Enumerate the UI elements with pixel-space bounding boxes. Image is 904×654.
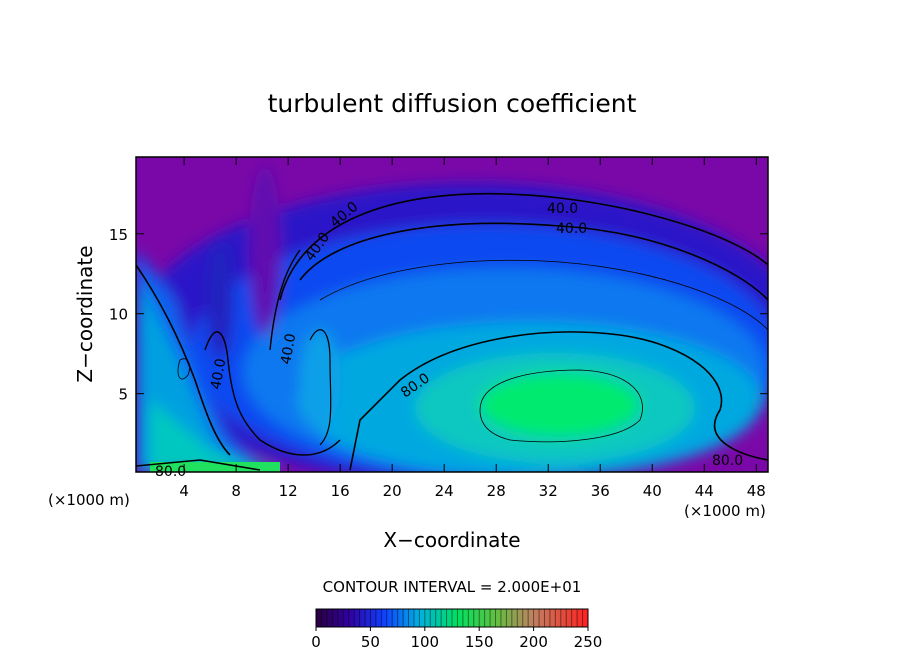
y-tick-label: 10 [109,306,128,324]
colorbar-tick-label: 0 [311,633,321,651]
colorbar-tick-label: 50 [361,633,380,651]
x-tick-label: 48 [747,482,766,500]
contour-label: 40.0 [556,221,587,237]
x-tick-label: 8 [231,482,241,500]
y-axis-label: Z−coordinate [73,245,97,382]
x-unit-label: (×1000 m) [48,491,130,509]
contour-field [136,157,768,472]
x-tick-label: 32 [539,482,558,500]
contour-label: 40.0 [547,201,578,217]
plot-frame [135,156,769,473]
x-tick-label: 44 [695,482,714,500]
x-unit-label: (×1000 m) [684,502,766,520]
x-tick-label: 12 [279,482,298,500]
x-tick-label: 28 [487,482,506,500]
x-tick-label: 24 [435,482,454,500]
x-tick-label: 4 [179,482,189,500]
colorbar-tick-label: 200 [519,633,548,651]
colorbar-tick-label: 150 [465,633,494,651]
colorbar-tick-label: 100 [410,633,439,651]
contour-interval: CONTOUR INTERVAL = 2.000E+01 [323,578,582,596]
x-tick-label: 36 [591,482,610,500]
contour-label: 40.0 [208,357,229,390]
x-axis-label: X−coordinate [383,528,520,552]
contour-lines [136,192,768,471]
contour-label: 80.0 [155,464,186,480]
chart-title: turbulent diffusion coefficient [268,89,637,118]
y-tick-label: 5 [118,386,128,404]
colorbar [315,608,589,628]
contour-label: 40.0 [278,332,299,365]
x-tick-label: 16 [331,482,350,500]
y-tick-label: 15 [109,226,128,244]
contour-label: 80.0 [712,453,743,469]
x-tick-label: 20 [383,482,402,500]
x-tick-label: 40 [643,482,662,500]
colorbar-tick-label: 250 [574,633,603,651]
